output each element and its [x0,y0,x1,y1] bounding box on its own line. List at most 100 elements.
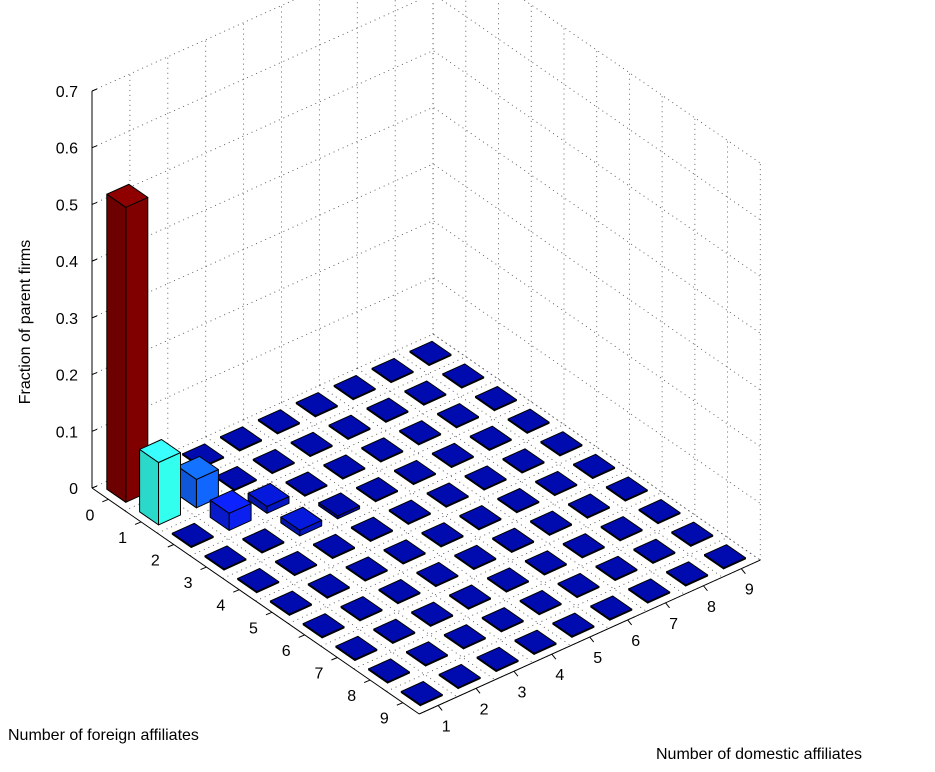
bar-top-face [345,556,388,581]
z-tick-label: 0.1 [56,424,78,441]
x-tick-label: 6 [282,643,291,660]
bar-foreign-3-domestic-5 [356,477,398,503]
y-tick-label: 7 [669,616,678,633]
y-tick-mark [551,653,557,660]
y-tick-mark [589,636,595,643]
bar-top-face [443,624,486,649]
z-tick-mark [91,372,98,376]
bar-top-face [373,618,416,643]
x-tick-label: 0 [85,507,94,524]
bar-foreign-7-domestic-2 [373,618,416,644]
y-tick-mark [475,688,481,694]
bar-foreign-8-domestic-2 [406,641,448,667]
bar-top-face [302,613,345,638]
bar-foreign-2-domestic-1 [171,522,214,548]
y-tick-label: 5 [593,650,602,667]
bar-top-face [313,533,355,558]
bar-top-face [590,595,633,620]
bar-top-face [557,572,600,597]
bar-top-face [404,380,447,405]
bar-top-face [378,579,421,603]
y-tick-label: 1 [442,718,451,735]
bar-top-face [394,459,436,484]
bar-foreign-1-domestic-2 [177,455,219,509]
bar-top-face [106,183,149,208]
bar-foreign-3-domestic-7 [431,442,474,468]
bar-foreign-9-domestic-8 [666,561,709,587]
bar-foreign-2-domestic-4 [285,471,328,497]
bar-foreign-5-domestic-5 [421,522,464,548]
bar-top-face [552,612,595,637]
bar-foreign-7-domestic-9 [638,499,681,525]
x-axis-label: Number of foreign affiliates [8,727,199,744]
bar-foreign-4-domestic-7 [464,465,507,491]
bar-foreign-2-domestic-8 [437,403,479,429]
bar-top-face [519,590,562,614]
bar-top-face [333,375,376,399]
y-tick-label: 9 [745,582,754,599]
bar-foreign-8-domestic-6 [557,572,600,599]
bar-top-face [400,681,443,705]
bar-top-face [475,386,517,410]
bar-top-face [350,516,393,541]
bar-top-face [438,663,481,688]
x-tick-mark [363,679,371,684]
bar-foreign-9-domestic-4 [514,629,557,655]
bar-foreign-7-domestic-1 [335,635,378,661]
bar-top-face [524,550,567,575]
bar-top-face [269,590,312,615]
x-tick-label: 4 [216,598,225,615]
bar-foreign-0-domestic-1 [106,183,149,503]
bar-foreign-0-domestic-4 [220,426,262,452]
bar-top-face [605,476,648,501]
bar-top-face [280,506,323,531]
bar-foreign-6-domestic-1 [302,613,345,639]
x-tick-mark [167,544,174,548]
x-tick-mark [134,521,142,525]
z-tick-label: 0.5 [56,197,78,214]
bar-top-face [671,521,714,546]
bar-top-face [464,465,507,490]
bar-top-face [454,544,497,569]
z-tick-mark [91,201,98,205]
z-tick-mark [91,315,98,319]
bar-foreign-3-domestic-2 [242,528,285,554]
x-tick-label: 8 [347,688,356,705]
bar-top-face [421,522,464,547]
bar-foreign-7-domestic-3 [411,601,454,627]
z-tick-label: 0.6 [56,141,78,158]
x-tick-label: 2 [151,553,160,570]
bar-top-face [497,488,540,512]
bar-foreign-2-domestic-7 [399,420,442,446]
bar-top-face [335,635,378,660]
bar-foreign-3-domestic-3 [280,506,323,537]
grid-layer [91,0,761,715]
bar-top-face [383,539,426,564]
bar-top-face [481,607,524,632]
bar-top-face [540,431,583,456]
bar-top-face [171,522,214,547]
bar-foreign-2-domestic-3 [247,482,290,514]
bar-top-face [459,505,502,530]
bar-top-face [426,482,469,507]
bar-foreign-2-domestic-6 [361,437,404,463]
bar-top-face [562,533,605,558]
bar-foreign-3-domestic-9 [507,408,550,434]
bar-foreign-9-domestic-6 [590,595,633,621]
bar-foreign-3-domestic-8 [469,425,512,451]
bar-top-face [209,489,252,514]
bar-top-face [595,555,638,580]
bar-top-face [318,492,361,517]
bar-foreign-4-domestic-3 [313,533,355,559]
bar-foreign-9-domestic-3 [476,646,519,672]
bar-top-face [388,499,431,524]
z-tick-mark [91,145,98,149]
bar-top-face [437,403,479,428]
bar-top-face [177,455,219,480]
bar-foreign-6-domestic-4 [416,561,459,588]
bar-top-face [476,646,519,671]
bar-foreign-2-domestic-2 [209,489,252,531]
bar-foreign-1-domestic-5 [290,431,333,457]
